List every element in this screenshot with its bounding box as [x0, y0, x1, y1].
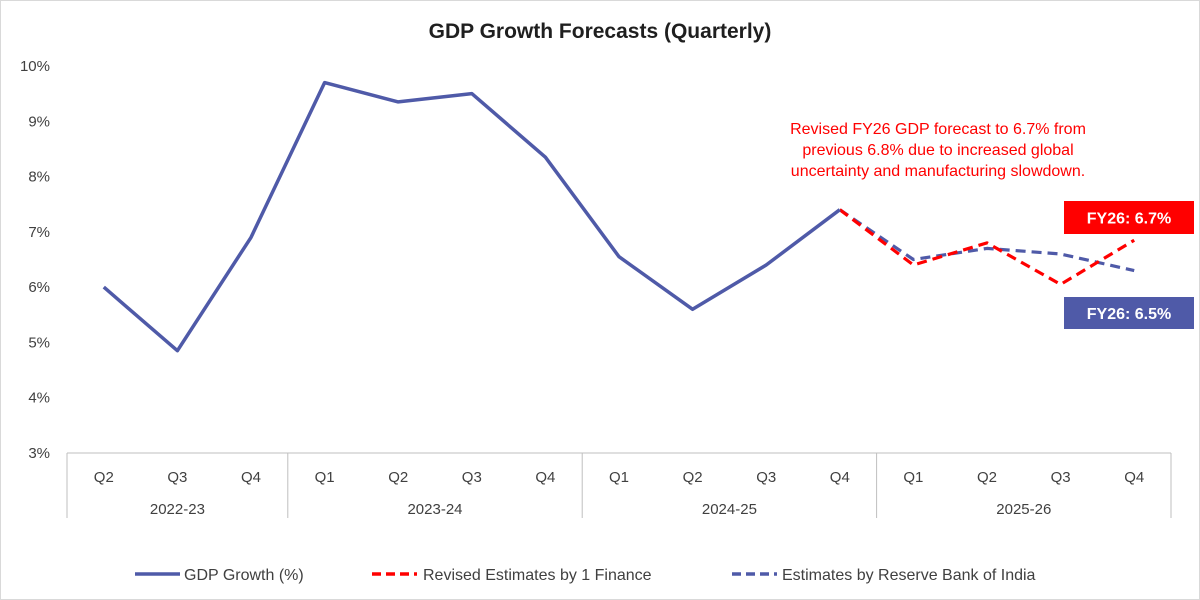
- x-tick-label: Q1: [903, 469, 923, 486]
- x-tick-label: Q3: [167, 469, 187, 486]
- legend: GDP Growth (%) Revised Estimates by 1 Fin…: [135, 567, 1036, 584]
- x-tick-label: Q4: [830, 469, 850, 486]
- fy26-callout-label: FY26: 6.7%: [1087, 211, 1171, 228]
- x-group-label: 2023-24: [407, 501, 462, 518]
- fy26-callout-box: [1064, 201, 1194, 234]
- forecast-annotation: Revised FY26 GDP forecast to 6.7% from pr…: [790, 121, 1086, 180]
- x-tick-label: Q1: [609, 469, 629, 486]
- x-group-label: 2024-25: [702, 501, 757, 518]
- legend-label: GDP Growth (%): [184, 567, 304, 584]
- x-tick-label: Q3: [756, 469, 776, 486]
- legend-label: Estimates by Reserve Bank of India: [782, 567, 1036, 584]
- y-tick-label: 8%: [28, 169, 50, 186]
- y-tick-label: 7%: [28, 224, 50, 241]
- x-tick-label: Q1: [315, 469, 335, 486]
- series-line-revised-1-finance: [838, 208, 1136, 286]
- x-axis: Q2 Q3 Q4 Q1 Q2 Q3 Q4 Q1 Q2 Q3 Q4 Q1 Q2 Q3 Q4 2022-23 202…: [66, 452, 1172, 518]
- x-tick-label: Q2: [388, 469, 408, 486]
- x-tick-label: Q4: [1124, 469, 1144, 486]
- x-tick-label: Q4: [535, 469, 555, 486]
- x-tick-label: Q3: [462, 469, 482, 486]
- legend-label: Revised Estimates by 1 Finance: [423, 567, 652, 584]
- annotation-group: Revised FY26 GDP forecast to 6.7% from pr…: [790, 121, 1086, 180]
- x-group-label: 2022-23: [150, 501, 205, 518]
- chart-title: GDP Growth Forecasts (Quarterly): [429, 20, 772, 43]
- x-tick-label: Q2: [94, 469, 114, 486]
- x-group-label: 2025-26: [996, 501, 1051, 518]
- y-axis: 3% 4% 5% 6% 7% 8% 9% 10%: [20, 58, 50, 462]
- x-tick-label: Q2: [977, 469, 997, 486]
- fy26-callout-box: [1064, 297, 1194, 329]
- fy26-callout-label: FY26: 6.5%: [1087, 306, 1171, 323]
- y-tick-label: 10%: [20, 58, 50, 75]
- x-tick-label: Q4: [241, 469, 261, 486]
- y-tick-label: 9%: [28, 113, 50, 130]
- series-line-gdp-growth: [102, 80, 841, 353]
- plot-lines: [102, 80, 1136, 353]
- y-tick-label: 6%: [28, 279, 50, 296]
- y-tick-label: 4%: [28, 390, 50, 407]
- x-tick-label: Q2: [683, 469, 703, 486]
- y-tick-label: 5%: [28, 334, 50, 351]
- x-tick-label: Q3: [1051, 469, 1071, 486]
- y-tick-label: 3%: [28, 445, 50, 462]
- callout-group: FY26: 6.7% FY26: 6.5%: [1064, 201, 1194, 329]
- series-line-rbi-estimates: [838, 208, 1135, 273]
